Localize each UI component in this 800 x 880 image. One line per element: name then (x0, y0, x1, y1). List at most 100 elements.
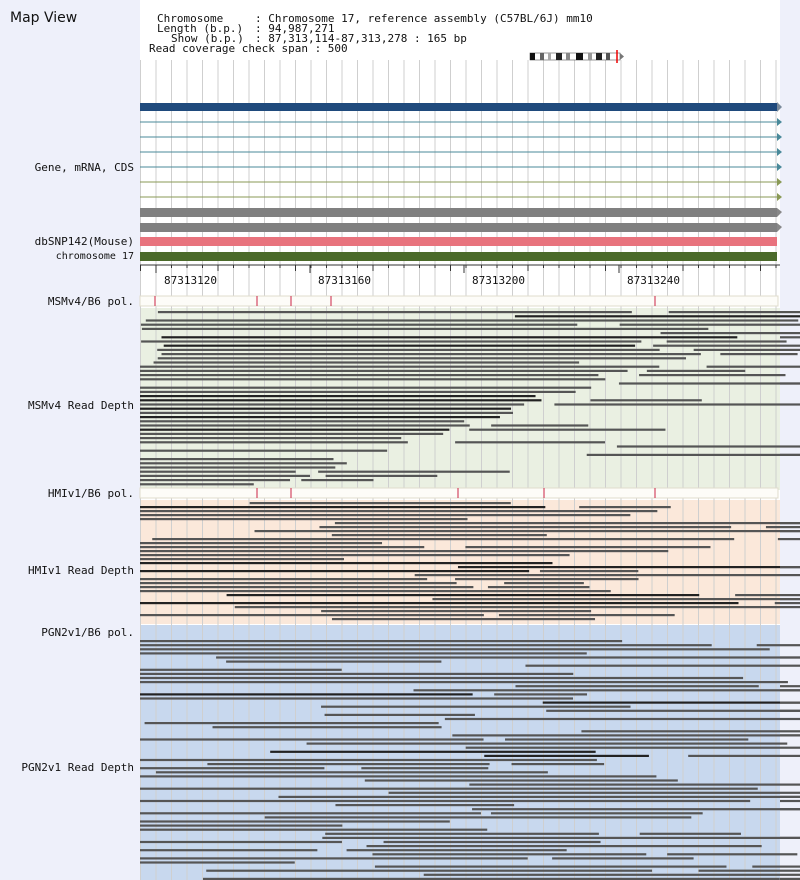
read-bar (455, 578, 639, 581)
read-bar (321, 610, 592, 613)
read-bar (140, 466, 336, 469)
gene-feature (140, 103, 777, 111)
read-bar (552, 857, 694, 860)
read-bar (498, 614, 675, 617)
read-bar (515, 685, 759, 688)
read-bar (693, 348, 800, 351)
read-bar (140, 640, 623, 643)
msm-depth-label: MSMv4 Read Depth (28, 399, 134, 412)
read-bar (140, 562, 553, 565)
read-bar (554, 403, 800, 406)
read-bar (366, 845, 762, 848)
read-bar (212, 726, 442, 729)
cds-feature (140, 223, 777, 232)
read-bar (140, 693, 473, 696)
label-column (0, 0, 140, 880)
read-bar (140, 483, 254, 486)
read-bar (140, 676, 744, 680)
read-bar (140, 458, 334, 461)
read-bar (780, 836, 800, 839)
read-bar (140, 428, 450, 431)
read-bar (155, 771, 548, 774)
read-bar (140, 424, 470, 427)
read-bar (140, 437, 402, 440)
read-bar (504, 582, 584, 585)
read-bar (163, 344, 636, 347)
read-bar (706, 365, 800, 368)
ideogram-band (540, 53, 544, 60)
track-arrow-icon (777, 148, 782, 156)
ideogram-band (530, 53, 535, 60)
read-bar (335, 804, 515, 807)
read-bar (216, 656, 800, 659)
msm-pol-label: MSMv4/B6 pol. (47, 295, 134, 308)
read-bar (140, 369, 628, 372)
read-bar (140, 514, 631, 517)
read-bar (514, 315, 800, 318)
read-bar (145, 319, 799, 322)
read-bar (494, 693, 588, 696)
read-bar (140, 386, 592, 389)
read-bar (546, 709, 800, 712)
read-bar (698, 869, 800, 872)
read-bar (780, 734, 800, 737)
track-arrow-icon (777, 102, 782, 112)
ideogram-band (556, 53, 562, 60)
read-bar (780, 799, 800, 803)
read-bar (140, 758, 597, 762)
read-bar (590, 399, 702, 402)
read-bar (780, 709, 800, 712)
show-value: : 87,313,114-87,313,278 : 165 bp (255, 32, 467, 45)
ruler-tick-label: 87313120 (164, 274, 217, 287)
read-bar (140, 432, 444, 435)
ideogram-band (606, 53, 610, 60)
read-bar (140, 395, 536, 398)
read-bar (140, 554, 570, 557)
read-bar (616, 445, 800, 448)
read-bar (383, 840, 601, 844)
read-bar (140, 775, 657, 778)
read-bar (667, 853, 798, 856)
read-bar (140, 578, 428, 581)
read-bar (780, 598, 800, 601)
read-bar (720, 353, 798, 356)
read-bar (140, 586, 474, 589)
chromosome-track-label: chromosome 17 (55, 251, 134, 262)
read-bar (140, 407, 512, 410)
read-bar (301, 479, 374, 482)
ruler-tick-label: 87313200 (472, 274, 525, 287)
read-bar (457, 566, 800, 569)
read-bar (140, 323, 578, 326)
read-bar (525, 664, 800, 667)
read-bar (666, 340, 787, 343)
page-title: Map View (10, 10, 78, 26)
track-arrow-icon (777, 178, 782, 186)
track-arrow-icon (777, 118, 782, 126)
read-bar (469, 428, 666, 431)
read-bar (140, 474, 311, 477)
read-bar (319, 526, 732, 529)
read-bar (432, 598, 800, 601)
track-arrow-icon (777, 223, 782, 232)
read-bar (140, 416, 500, 419)
read-bar (140, 824, 343, 827)
read-bar (780, 701, 800, 704)
read-bar (490, 812, 703, 815)
read-bar (465, 746, 800, 749)
read-bar (618, 382, 800, 385)
read-bar (511, 763, 605, 766)
read-bar (331, 618, 596, 621)
read-bar (660, 332, 800, 335)
read-bar (161, 336, 738, 339)
ideogram-band (588, 53, 592, 60)
read-bar (780, 566, 800, 569)
read-bar (141, 327, 709, 330)
read-bar (140, 462, 347, 465)
read-bar (140, 365, 660, 368)
read-bar (140, 470, 296, 473)
chromosome-value: : Chromosome 17, reference assembly (C57… (255, 12, 593, 25)
hmi-pol-track (139, 487, 779, 499)
read-bar (140, 787, 758, 790)
read-bar (455, 441, 606, 444)
